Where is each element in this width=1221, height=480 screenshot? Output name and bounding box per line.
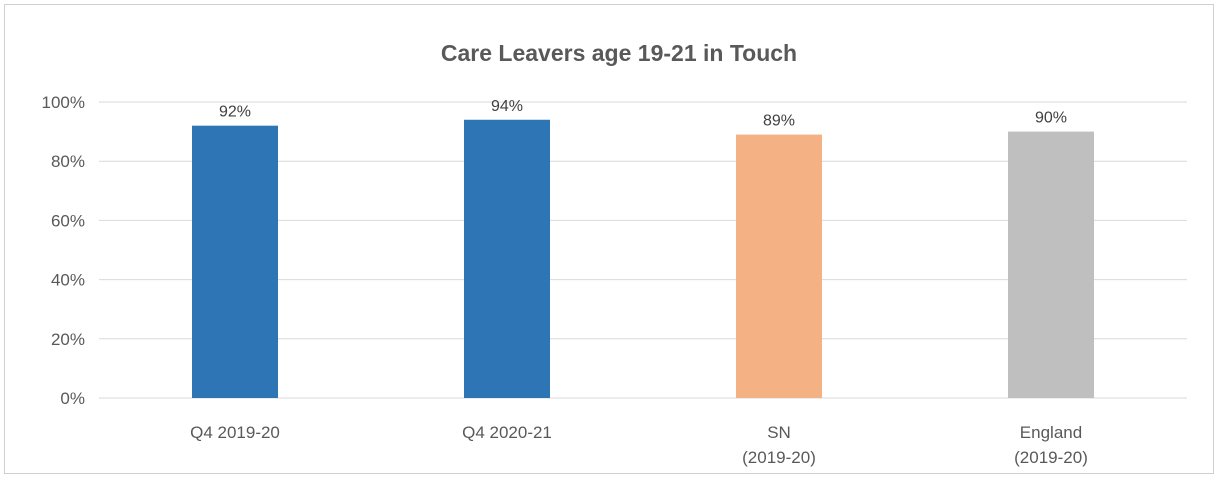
y-tick-label: 100% <box>42 93 85 112</box>
data-label: 90% <box>1035 110 1067 127</box>
bar <box>1008 131 1094 398</box>
bars <box>192 119 1094 399</box>
data-labels: 92% 94% 89% 90% <box>219 98 1067 130</box>
x-axis-categories: Q4 2019-20 Q4 2020-21 SN (2019-20) England (2… <box>190 423 1088 467</box>
y-axis-ticks: 0% 20% 40% 60% 80% 100% <box>42 93 85 408</box>
y-tick-label: 20% <box>51 330 85 349</box>
y-tick-label: 60% <box>51 211 85 230</box>
y-tick-label: 0% <box>60 389 85 408</box>
y-tick-label: 40% <box>51 271 85 290</box>
data-label: 94% <box>491 98 523 115</box>
category-label: Q4 2019-20 <box>190 423 280 442</box>
chart-title: Care Leavers age 19-21 in Touch <box>441 40 797 66</box>
data-label: 92% <box>219 104 251 121</box>
bar-chart: Care Leavers age 19-21 in Touch 0% 20% 40%… <box>42 40 1187 467</box>
gridlines <box>99 101 1187 399</box>
category-label: (2019-20) <box>742 448 816 467</box>
chart-frame: Care Leavers age 19-21 in Touch 0% 20% 40%… <box>4 4 1214 474</box>
bar <box>192 125 278 399</box>
category-label: England <box>1020 423 1082 442</box>
category-label: Q4 2020-21 <box>462 423 552 442</box>
category-label: (2019-20) <box>1014 448 1088 467</box>
y-tick-label: 80% <box>51 152 85 171</box>
bar <box>736 134 822 398</box>
data-label: 89% <box>763 113 795 130</box>
bar <box>464 119 550 398</box>
category-label: SN <box>767 423 791 442</box>
